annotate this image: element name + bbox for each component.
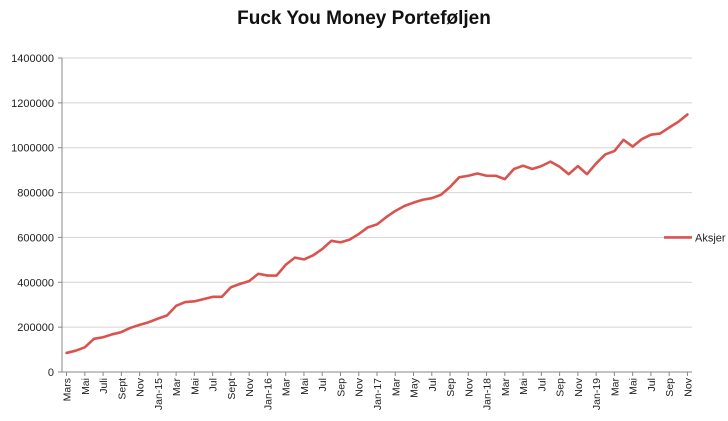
y-tick-label: 200000 xyxy=(17,322,54,334)
x-tick-label: Nov xyxy=(244,377,256,396)
y-tick-label: 1200000 xyxy=(11,98,54,110)
legend-label: Aksjer xyxy=(695,232,726,244)
series-lines xyxy=(65,113,689,355)
y-tick-labels: 0 200000 400000 600000 800000 1000000 1200000 1… xyxy=(11,53,54,379)
x-tick-label: Mai xyxy=(80,378,92,395)
x-tick-label: Mar xyxy=(171,378,183,397)
x-tick-label: Nov xyxy=(573,377,585,396)
x-tick-label: Mars xyxy=(62,378,74,401)
x-tick-label: Mai xyxy=(189,378,201,395)
x-tick-label: Jan-17 xyxy=(372,378,384,410)
x-tick-label: Jul xyxy=(208,378,220,391)
x-tick-label: Jan-16 xyxy=(262,378,274,410)
x-tick-label: Mai xyxy=(628,378,640,395)
y-tick-label: 800000 xyxy=(17,188,54,200)
x-tick-label: Sep xyxy=(555,378,567,397)
gridlines xyxy=(62,57,692,328)
x-tick-label: Mar xyxy=(281,378,293,397)
y-tick-label: 600000 xyxy=(17,232,54,244)
x-tick-label: Nov xyxy=(682,377,694,396)
x-tick-label: Nov xyxy=(463,377,475,396)
x-tick-label: Sep xyxy=(335,378,347,397)
x-tick-label: Mai xyxy=(518,378,530,395)
x-tick-label: Mar xyxy=(609,378,621,397)
x-tick-label: Jul xyxy=(536,378,548,391)
x-tick-label: Mai xyxy=(299,378,311,395)
x-tick-label: Jul xyxy=(646,378,658,391)
x-tick-label: Jan-15 xyxy=(153,378,165,410)
x-tick-label: Sep xyxy=(664,378,676,397)
legend: Aksjer xyxy=(664,232,726,244)
x-tick-label: May xyxy=(409,377,421,398)
x-tick-label: Jul xyxy=(317,378,329,391)
x-tick-label: Juli xyxy=(98,378,110,394)
x-tick-label: Mar xyxy=(390,378,402,397)
x-tick-labels: Mars Mai Juli Sept Nov Jan-15 Mar Mai Jul Sept Nov… xyxy=(62,377,695,410)
x-tick-label: Nov xyxy=(354,377,366,396)
y-tick-label: 1400000 xyxy=(11,53,54,65)
x-tick-label: Mar xyxy=(500,378,512,397)
axes xyxy=(58,57,692,376)
x-tick-label: Jan-18 xyxy=(482,378,494,410)
x-tick-label: Jan-19 xyxy=(591,378,603,410)
y-tick-label: 1000000 xyxy=(11,143,54,155)
x-tick-label: Sep xyxy=(445,378,457,397)
y-tick-label: 0 xyxy=(48,367,54,379)
x-tick-label: Sept xyxy=(116,378,128,400)
x-tick-label: Sept xyxy=(226,378,238,400)
x-tick-label: Nov xyxy=(135,377,147,396)
chart-title: Fuck You Money Porteføljen xyxy=(237,8,491,29)
y-tick-label: 400000 xyxy=(17,277,54,289)
x-tick-label: Jul xyxy=(427,378,439,391)
series-line-aksjer xyxy=(65,113,689,355)
